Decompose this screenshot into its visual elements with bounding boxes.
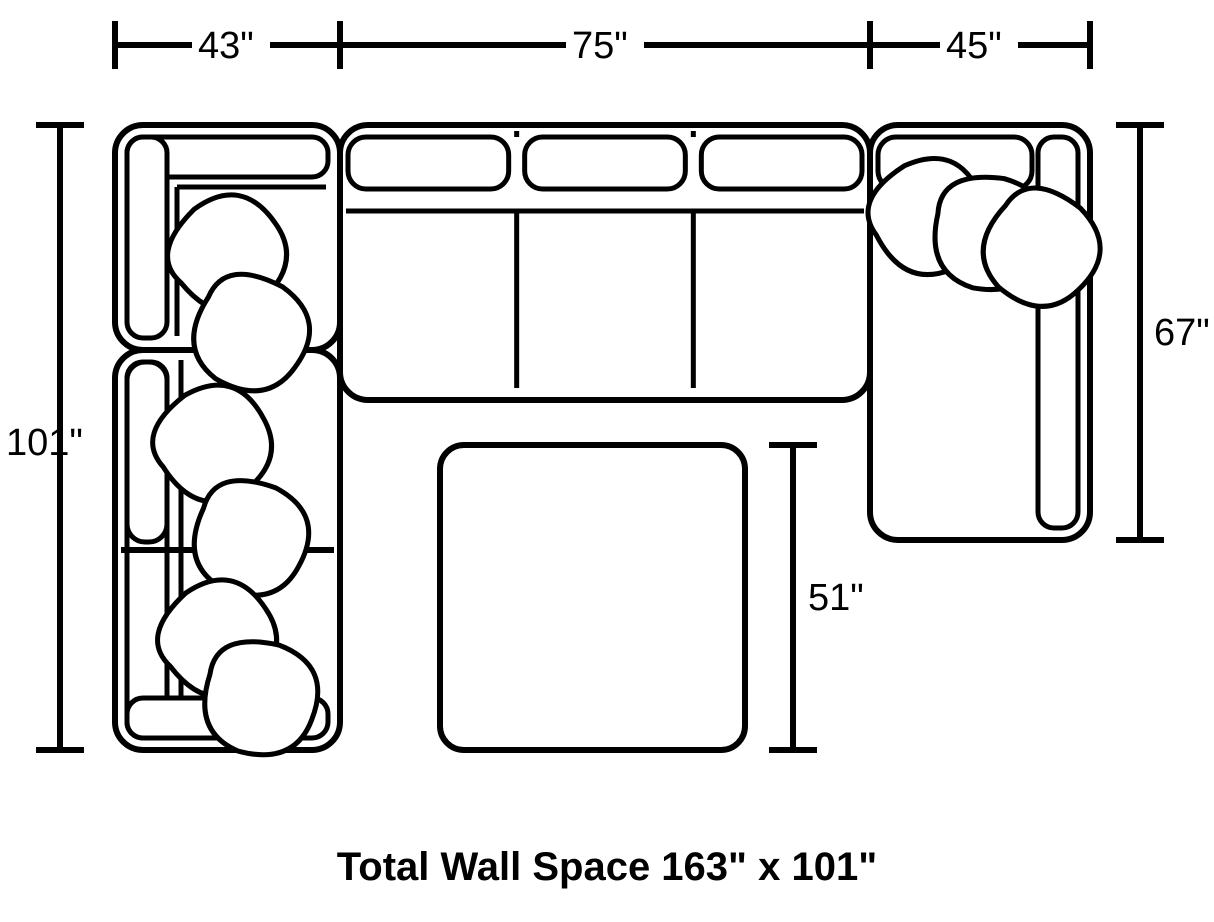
rail bbox=[127, 137, 167, 338]
seat-cushion bbox=[701, 137, 862, 189]
seat-cushion bbox=[348, 137, 509, 189]
dimension-label: 45" bbox=[946, 25, 1002, 67]
dimension-label: 67" bbox=[1154, 312, 1210, 354]
dimension-label: 75" bbox=[572, 25, 628, 67]
dimension-label: 51" bbox=[808, 577, 864, 619]
caption-total-wall-space: Total Wall Space 163" x 101" bbox=[337, 845, 877, 889]
seat-cushion bbox=[525, 137, 686, 189]
dimension-label: 101" bbox=[6, 422, 83, 464]
ottoman bbox=[440, 445, 745, 750]
dimension-label: 43" bbox=[198, 25, 254, 67]
